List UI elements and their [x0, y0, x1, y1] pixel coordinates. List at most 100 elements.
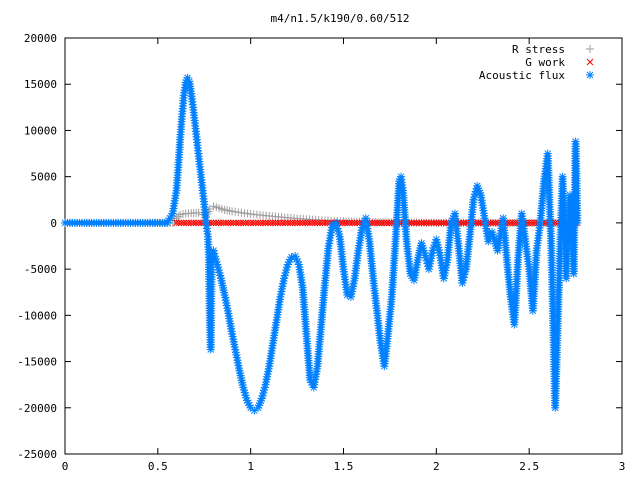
data-point	[321, 219, 329, 227]
data-point	[413, 219, 420, 227]
data-point	[237, 219, 245, 227]
data-point	[408, 219, 415, 227]
y-tick-label: 10000	[24, 124, 57, 137]
y-tick-label: -25000	[17, 448, 57, 461]
data-point	[222, 219, 230, 227]
data-point	[291, 219, 299, 227]
data-point	[227, 219, 235, 227]
data-point	[440, 219, 448, 227]
data-point	[299, 219, 307, 227]
data-point	[217, 219, 225, 227]
data-point	[489, 219, 497, 227]
data-point	[279, 219, 287, 227]
data-point	[492, 219, 500, 227]
data-point	[316, 219, 324, 227]
data-point	[274, 219, 282, 227]
legend-swatch	[586, 45, 594, 53]
data-point	[346, 219, 354, 227]
legend-swatch	[586, 71, 594, 79]
data-point	[373, 219, 381, 227]
data-point	[529, 219, 537, 227]
data-point	[304, 219, 311, 227]
data-point	[252, 219, 259, 227]
data-point	[195, 219, 203, 227]
data-point	[246, 403, 255, 412]
data-point	[286, 219, 294, 227]
data-point	[284, 219, 292, 227]
x-tick-label: 2	[433, 460, 440, 473]
data-point	[415, 219, 423, 227]
data-point	[232, 219, 240, 227]
data-point	[212, 219, 220, 227]
data-point	[190, 219, 198, 227]
data-point	[296, 219, 304, 227]
y-tick-label: -20000	[17, 402, 57, 415]
legend-entry: Acoustic flux	[479, 69, 565, 82]
data-point	[185, 219, 193, 227]
data-point	[385, 219, 393, 227]
data-point	[244, 219, 252, 227]
data-point	[259, 219, 267, 227]
legend-marker	[586, 45, 594, 53]
data-point	[343, 219, 351, 227]
data-point	[210, 219, 217, 227]
data-point	[177, 219, 185, 227]
data-point	[272, 219, 279, 227]
data-point	[573, 218, 582, 227]
data-point	[257, 219, 264, 227]
y-axis-ticks: -25000 -20000 -15000 -10000 -5000 0 5000 10000 1…	[17, 32, 622, 461]
data-point	[338, 219, 346, 227]
data-point	[220, 219, 227, 227]
data-point	[383, 219, 391, 227]
x-tick-label: 3	[619, 460, 626, 473]
y-tick-label: -5000	[24, 263, 57, 276]
data-point	[192, 219, 200, 227]
data-point	[378, 219, 386, 227]
data-point	[180, 219, 188, 227]
data-point	[247, 219, 255, 227]
data-point	[207, 219, 215, 227]
data-point	[410, 219, 418, 227]
data-point	[432, 219, 440, 227]
series-layer	[61, 73, 582, 415]
data-point	[234, 219, 242, 227]
data-point	[319, 219, 326, 227]
data-point	[182, 219, 190, 227]
y-tick-label: -10000	[17, 309, 57, 322]
data-point	[242, 219, 250, 227]
data-point	[423, 219, 430, 227]
data-point	[437, 219, 445, 227]
data-point	[351, 219, 358, 227]
data-point	[239, 219, 247, 227]
data-point	[197, 219, 205, 227]
x-tick-label: 2.5	[519, 460, 539, 473]
data-point	[187, 219, 195, 227]
data-point	[281, 219, 289, 227]
data-point	[306, 219, 314, 227]
y-tick-label: 5000	[31, 171, 58, 184]
data-point	[425, 219, 433, 227]
data-point	[289, 219, 297, 227]
data-point	[418, 219, 425, 227]
data-point	[309, 219, 316, 227]
x-tick-label: 1.5	[334, 460, 354, 473]
data-point	[435, 219, 443, 227]
data-point	[267, 219, 274, 227]
data-point	[254, 219, 262, 227]
data-point	[249, 219, 257, 227]
data-point	[281, 268, 290, 277]
data-point	[460, 219, 467, 227]
y-tick-label: 20000	[24, 32, 57, 45]
data-point	[376, 219, 383, 227]
data-point	[269, 219, 277, 227]
data-point	[277, 219, 284, 227]
x-axis-ticks: 0 0.5 1 1.5 2 2.5 3	[62, 38, 626, 473]
data-point	[311, 219, 319, 227]
legend-marker	[586, 71, 594, 79]
data-point	[229, 219, 237, 227]
data-point	[509, 219, 517, 227]
data-point	[341, 219, 349, 227]
series-acoustic-flux	[61, 73, 582, 415]
